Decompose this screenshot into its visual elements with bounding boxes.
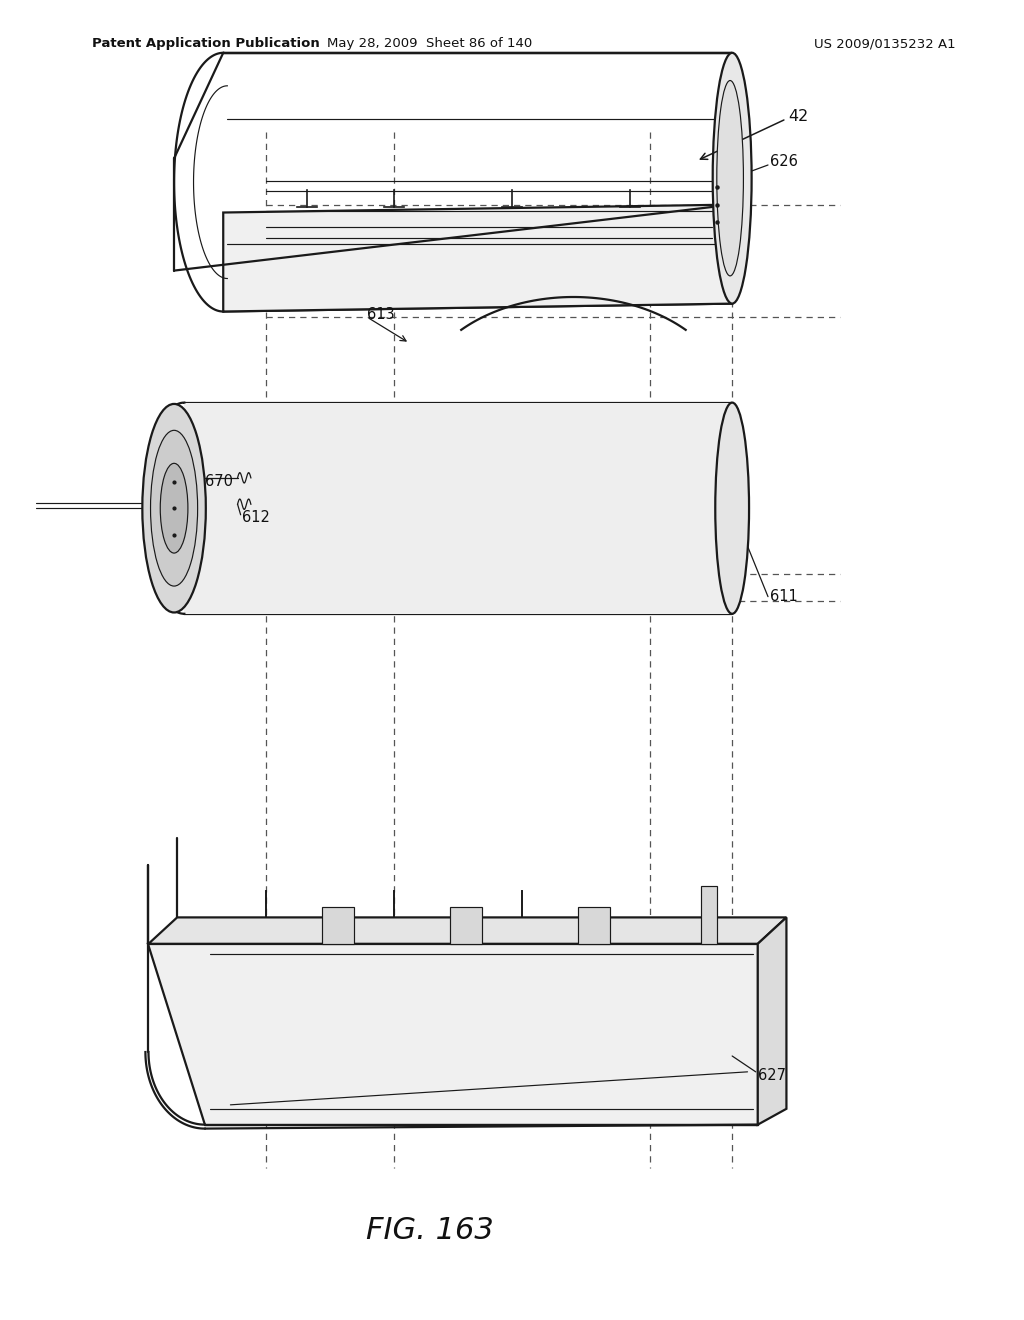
Polygon shape: [223, 205, 732, 312]
Text: 42: 42: [788, 108, 809, 124]
Text: 670: 670: [205, 474, 232, 490]
Polygon shape: [578, 907, 610, 944]
Text: 612: 612: [242, 510, 269, 525]
Ellipse shape: [713, 53, 752, 304]
Text: 627: 627: [758, 1068, 785, 1084]
Text: 613: 613: [367, 306, 394, 322]
Polygon shape: [148, 917, 786, 944]
Polygon shape: [758, 917, 786, 1125]
Text: US 2009/0135232 A1: US 2009/0135232 A1: [814, 37, 955, 50]
Polygon shape: [322, 907, 354, 944]
Text: 611: 611: [770, 589, 798, 605]
Text: 626: 626: [770, 153, 798, 169]
Polygon shape: [701, 886, 717, 944]
Polygon shape: [184, 403, 732, 614]
Polygon shape: [148, 944, 758, 1125]
Text: FIG. 163: FIG. 163: [367, 1216, 494, 1245]
Text: Patent Application Publication: Patent Application Publication: [92, 37, 319, 50]
Ellipse shape: [151, 430, 198, 586]
Polygon shape: [450, 907, 482, 944]
Text: May 28, 2009  Sheet 86 of 140: May 28, 2009 Sheet 86 of 140: [328, 37, 532, 50]
Ellipse shape: [715, 403, 749, 614]
Ellipse shape: [160, 463, 188, 553]
Ellipse shape: [717, 81, 743, 276]
Ellipse shape: [142, 404, 206, 612]
